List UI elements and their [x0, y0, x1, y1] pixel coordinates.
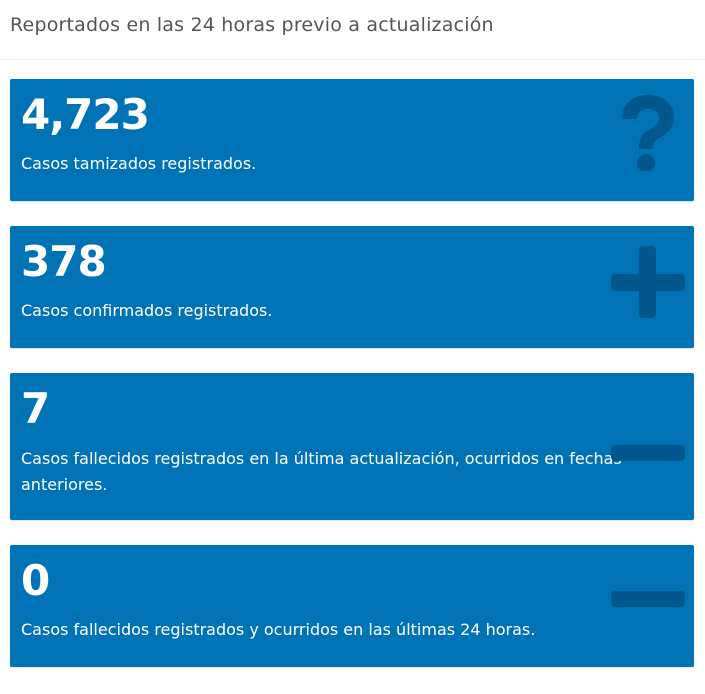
stat-label: Casos tamizados registrados. — [21, 154, 257, 173]
stat-label: Casos fallecidos registrados en la últim… — [21, 449, 622, 494]
stat-label: Casos fallecidos registrados y ocurridos… — [21, 620, 536, 639]
plus-icon — [608, 244, 688, 324]
page-header: Reportados en las 24 horas previo a actu… — [0, 0, 705, 60]
stat-value: 7 — [21, 384, 50, 433]
stat-value: 0 — [21, 556, 50, 605]
stat-value: 378 — [21, 237, 107, 286]
stat-card-screened: 4,723 Casos tamizados registrados. — [10, 79, 694, 201]
page-title: Reportados en las 24 horas previo a actu… — [10, 14, 494, 36]
minus-icon — [608, 413, 688, 493]
stat-card-deaths-24h: 0 Casos fallecidos registrados y ocurrid… — [10, 545, 694, 667]
minus-icon — [608, 559, 688, 639]
stat-card-confirmed: 378 Casos confirmados registrados. — [10, 226, 694, 348]
stat-label: Casos confirmados registrados. — [21, 301, 273, 320]
stat-card-deaths-previous: 7 Casos fallecidos registrados en la últ… — [10, 373, 694, 520]
stat-value: 4,723 — [21, 90, 150, 139]
question-icon — [608, 91, 688, 171]
